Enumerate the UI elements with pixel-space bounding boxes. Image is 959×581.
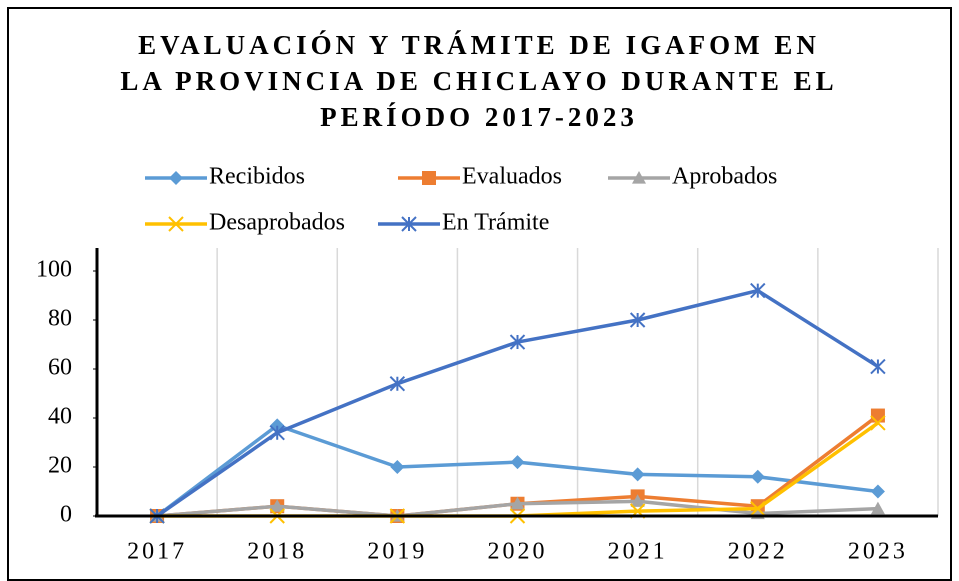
marker-shape (389, 375, 406, 392)
legend-label: Desaprobados (209, 210, 345, 236)
marker-shape (870, 358, 886, 375)
marker-shape (168, 216, 184, 232)
legend-item: En Trámite (378, 210, 549, 236)
chart-title: PERÍODO 2017-2023 (320, 102, 638, 132)
x-tick-label: 2020 (488, 539, 548, 565)
marker (870, 358, 886, 375)
marker-shape (870, 501, 885, 515)
marker (630, 467, 645, 482)
legend-label: Recibidos (209, 164, 305, 190)
y-tick-label: 0 (60, 502, 72, 528)
marker-shape (401, 216, 417, 232)
y-tick-label: 80 (48, 306, 72, 332)
x-tick-label: 2019 (367, 539, 427, 565)
x-tick-label: 2022 (728, 539, 788, 565)
marker-shape (870, 408, 885, 423)
marker (168, 216, 184, 232)
marker (401, 216, 417, 232)
marker (510, 455, 525, 470)
marker-shape (632, 171, 646, 184)
x-tick-label: 2021 (608, 539, 668, 565)
marker (750, 500, 766, 517)
marker (629, 312, 646, 328)
y-tick-label: 40 (48, 404, 72, 430)
marker-shape (750, 500, 766, 517)
marker (750, 469, 765, 484)
marker-shape (750, 469, 765, 484)
marker-shape (629, 312, 646, 328)
legend-item: Recibidos (145, 164, 305, 190)
marker (510, 496, 525, 510)
legend-label: Aprobados (672, 164, 777, 190)
marker (509, 334, 526, 350)
x-tick-label: 2018 (247, 539, 307, 565)
legend-label: Evaluados (462, 164, 562, 190)
x-tick-label: 2023 (848, 539, 908, 565)
marker (632, 171, 646, 184)
chart-title: EVALUACIÓN Y TRÁMITE DE IGAFOM EN (138, 30, 820, 60)
marker-shape (630, 467, 645, 482)
marker-shape (509, 334, 526, 350)
legend-item: Desaprobados (145, 210, 345, 236)
marker (270, 499, 285, 512)
marker-shape (870, 415, 886, 431)
marker (390, 460, 405, 474)
marker (169, 171, 183, 185)
marker-shape (510, 496, 525, 510)
y-tick-label: 100 (36, 257, 72, 283)
marker (389, 375, 406, 392)
marker (422, 171, 436, 185)
y-tick-label: 20 (48, 453, 72, 479)
marker (870, 415, 886, 431)
marker-shape (270, 499, 285, 512)
marker-shape (630, 494, 645, 507)
x-tick-label: 2017 (127, 539, 187, 565)
marker-shape (510, 455, 525, 470)
marker-shape (269, 424, 285, 441)
marker (870, 501, 885, 515)
marker-shape (870, 484, 885, 499)
legend-label: En Trámite (442, 210, 549, 236)
marker (870, 484, 885, 499)
marker-shape (750, 282, 766, 299)
marker (870, 408, 885, 423)
marker (750, 282, 766, 299)
marker-shape (390, 460, 405, 474)
marker (269, 424, 285, 441)
marker-shape (422, 171, 436, 185)
y-tick-label: 60 (48, 355, 72, 381)
marker (630, 494, 645, 507)
legend-item: Aprobados (608, 164, 777, 190)
chart-title: LA PROVINCIA DE CHICLAYO DURANTE EL (120, 66, 837, 96)
legend-item: Evaluados (398, 164, 562, 190)
marker-shape (169, 171, 183, 185)
